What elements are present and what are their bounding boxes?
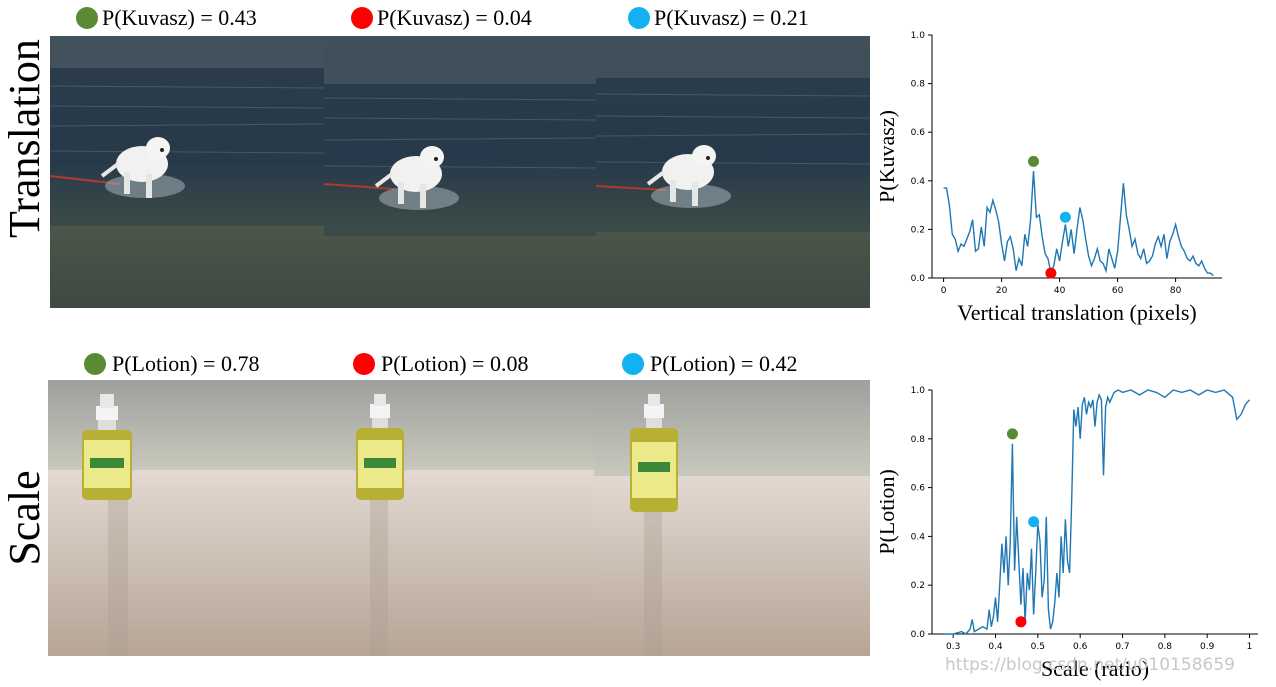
x-axis-title: Vertical translation (pixels) xyxy=(957,300,1196,325)
x-tick-label: 40 xyxy=(1054,286,1066,296)
red-dot-icon xyxy=(351,7,373,29)
highlight-marker xyxy=(1028,155,1039,167)
x-tick-label: 0.3 xyxy=(946,642,960,652)
series-line xyxy=(943,171,1214,277)
dog-in-water-image xyxy=(324,36,596,308)
dog-in-water-image xyxy=(596,36,870,308)
x-tick-label: 0.9 xyxy=(1200,642,1215,652)
translation-chart: 0.0 0.2 0.4 0.6 0.8 1.0 0 20 40 60 80 Vertical tran… xyxy=(880,31,1222,325)
y-tick-label: 1.0 xyxy=(911,386,926,396)
y-tick-label: 0.8 xyxy=(911,435,926,445)
caption-text: P(Kuvasz) = 0.43 xyxy=(102,5,257,30)
x-tick-label: 20 xyxy=(996,286,1008,296)
row-label-translation: Translation xyxy=(0,39,49,238)
watermark: https://blog.csdn.net/u010158659 xyxy=(945,655,1235,675)
caption-text: P(Kuvasz) = 0.21 xyxy=(654,5,809,30)
dog-in-water-image xyxy=(50,36,324,308)
lotion-bottle-image xyxy=(322,380,594,656)
caption-translation-blue: P(Kuvasz) = 0.21 xyxy=(628,5,809,31)
y-axis-title: P(Lotion) xyxy=(880,469,899,555)
scale-chart: 0.0 0.2 0.4 0.6 0.8 1.0 0.3 0.4 0.5 0.6 0.7 0.8 0.9 1… xyxy=(880,386,1258,681)
caption-text: P(Lotion) = 0.08 xyxy=(381,351,529,376)
y-tick-label: 1.0 xyxy=(911,31,926,41)
caption-scale-red: P(Lotion) = 0.08 xyxy=(353,351,528,377)
y-tick-label: 0.6 xyxy=(911,128,926,138)
row-label-scale: Scale xyxy=(0,470,49,566)
highlight-marker xyxy=(1015,616,1027,628)
caption-text: P(Kuvasz) = 0.04 xyxy=(377,5,532,30)
y-tick-label: 0.0 xyxy=(911,630,926,640)
caption-translation-green: P(Kuvasz) = 0.43 xyxy=(76,5,257,31)
y-tick-label: 0.4 xyxy=(911,177,926,187)
blue-dot-icon xyxy=(622,353,644,375)
caption-scale-blue: P(Lotion) = 0.42 xyxy=(622,351,797,377)
series-line xyxy=(944,389,1251,635)
highlight-marker xyxy=(1006,428,1018,440)
x-tick-label: 0.4 xyxy=(988,642,1003,652)
translation-image-1 xyxy=(50,36,324,308)
red-dot-icon xyxy=(353,353,375,375)
x-tick-label: 60 xyxy=(1112,286,1124,296)
lotion-bottle-image xyxy=(48,380,322,656)
y-axis-title: P(Kuvasz) xyxy=(880,110,899,203)
y-tick-label: 0.2 xyxy=(911,581,925,591)
x-tick-label: 80 xyxy=(1170,286,1182,296)
highlight-marker xyxy=(1028,516,1040,528)
x-tick-label: 0.7 xyxy=(1115,642,1129,652)
green-dot-icon xyxy=(84,353,106,375)
x-tick-label: 1 xyxy=(1247,642,1253,652)
x-tick-label: 0.5 xyxy=(1031,642,1045,652)
y-tick-label: 0.0 xyxy=(911,274,926,284)
caption-text: P(Lotion) = 0.78 xyxy=(112,351,260,376)
caption-text: P(Lotion) = 0.42 xyxy=(650,351,798,376)
translation-image-2 xyxy=(324,36,596,308)
highlight-marker xyxy=(1059,211,1071,223)
y-tick-label: 0.8 xyxy=(911,80,926,90)
scale-image-1 xyxy=(48,380,322,656)
y-tick-label: 0.6 xyxy=(911,484,926,494)
x-tick-label: 0 xyxy=(941,286,947,296)
lotion-bottle-image xyxy=(594,380,870,656)
scale-image-3 xyxy=(594,380,870,656)
y-tick-label: 0.4 xyxy=(911,532,926,542)
caption-translation-red: P(Kuvasz) = 0.04 xyxy=(351,5,532,31)
green-dot-icon xyxy=(76,7,98,29)
scale-image-2 xyxy=(322,380,594,656)
x-tick-label: 0.8 xyxy=(1158,642,1173,652)
y-tick-label: 0.2 xyxy=(911,225,925,235)
highlight-marker xyxy=(1045,267,1057,279)
x-tick-label: 0.6 xyxy=(1073,642,1088,652)
blue-dot-icon xyxy=(628,7,650,29)
translation-image-3 xyxy=(596,36,870,308)
caption-scale-green: P(Lotion) = 0.78 xyxy=(84,351,259,377)
x-axis-title: Scale (ratio) xyxy=(1041,656,1149,681)
